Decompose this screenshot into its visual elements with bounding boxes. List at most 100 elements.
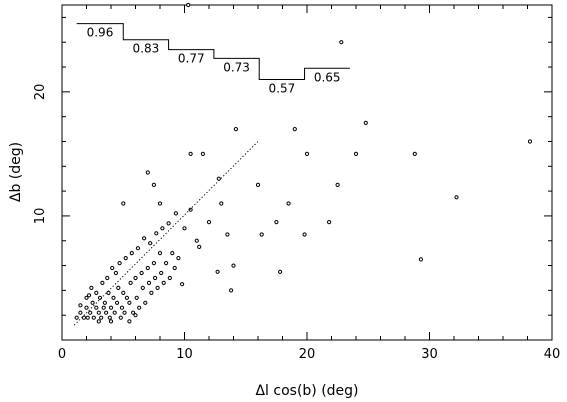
data-point (84, 305, 89, 310)
data-point (215, 269, 220, 274)
data-point (219, 201, 224, 206)
data-point (81, 315, 87, 320)
data-point (145, 170, 150, 175)
data-point (151, 182, 156, 187)
data-point (157, 201, 163, 206)
step-label: 0.65 (314, 70, 341, 84)
data-point (134, 295, 139, 300)
data-point (142, 236, 147, 241)
data-point (146, 280, 152, 285)
data-point (153, 275, 158, 281)
data-point (172, 265, 177, 271)
data-point (233, 127, 238, 132)
data-point (88, 310, 93, 315)
x-tick-label: 40 (544, 347, 561, 362)
data-point (122, 310, 127, 315)
step-label: 0.96 (87, 26, 114, 40)
data-point (145, 265, 150, 271)
data-point (137, 305, 142, 310)
data-point (454, 195, 459, 200)
data-point (353, 151, 359, 156)
data-point (206, 220, 212, 225)
data-point (74, 315, 79, 320)
data-point (231, 263, 236, 268)
data-point (278, 269, 283, 274)
data-point (148, 241, 153, 246)
data-point (101, 305, 106, 310)
y-tick-label: 10 (33, 208, 48, 225)
data-point (129, 251, 134, 256)
data-point (100, 280, 105, 285)
data-point (127, 300, 132, 305)
data-point (113, 270, 119, 276)
data-point (94, 305, 99, 310)
data-point (123, 256, 128, 261)
data-point (304, 151, 310, 156)
data-point (335, 182, 340, 187)
data-point (128, 280, 133, 285)
data-point (102, 300, 108, 305)
step-label: 0.77 (178, 52, 205, 66)
data-point (121, 201, 126, 206)
data-point (135, 246, 140, 251)
data-point (108, 319, 114, 324)
y-axis-ticks: 10 20 (33, 16, 552, 316)
data-point (121, 290, 126, 295)
data-point (89, 285, 94, 290)
data-point (182, 226, 187, 231)
data-point (418, 257, 423, 262)
data-point (339, 40, 344, 45)
data-point (139, 270, 144, 276)
data-point (94, 290, 99, 295)
data-point (188, 207, 193, 212)
data-point (154, 231, 159, 236)
data-point (112, 310, 117, 315)
data-point (197, 244, 202, 249)
data-point (115, 300, 120, 305)
data-point (170, 251, 175, 256)
data-point (167, 275, 172, 281)
data-point (149, 290, 154, 295)
data-point (124, 295, 130, 300)
fit-line-layer (73, 141, 259, 326)
data-point (155, 285, 160, 290)
data-point (78, 310, 83, 315)
data-point (127, 319, 132, 324)
data-point (105, 275, 110, 281)
x-tick-label: 0 (58, 347, 66, 362)
data-point (363, 120, 368, 126)
data-point (90, 300, 95, 305)
fit-line (73, 141, 259, 326)
data-points (74, 2, 533, 324)
x-axis-ticks: 0 10 20 30 40 (58, 5, 560, 362)
data-point (143, 300, 148, 305)
data-point (412, 151, 417, 156)
data-point (151, 261, 156, 266)
data-point (104, 310, 109, 315)
data-point (527, 139, 533, 144)
data-point (274, 220, 279, 225)
data-point (118, 315, 123, 320)
data-point (225, 232, 230, 237)
data-point (164, 261, 169, 266)
data-point (166, 221, 171, 226)
data-point (140, 285, 145, 290)
data-point (176, 256, 181, 261)
step-line (76, 23, 350, 80)
step-label: 0.57 (269, 81, 296, 95)
y-tick-label: 20 (33, 84, 48, 101)
data-point (133, 275, 138, 281)
x-tick-label: 20 (299, 347, 316, 362)
step-profile: 0.96 0.83 0.77 0.73 0.57 0.65 (76, 23, 350, 95)
data-point (286, 201, 291, 206)
data-point (302, 232, 307, 237)
data-point (86, 293, 92, 298)
data-point (188, 151, 193, 156)
data-point (96, 310, 101, 315)
step-label: 0.83 (133, 42, 160, 56)
step-label: 0.73 (223, 60, 250, 74)
y-axis-label: Δb (deg) (8, 142, 24, 202)
data-point (106, 290, 111, 295)
data-point (161, 280, 166, 285)
